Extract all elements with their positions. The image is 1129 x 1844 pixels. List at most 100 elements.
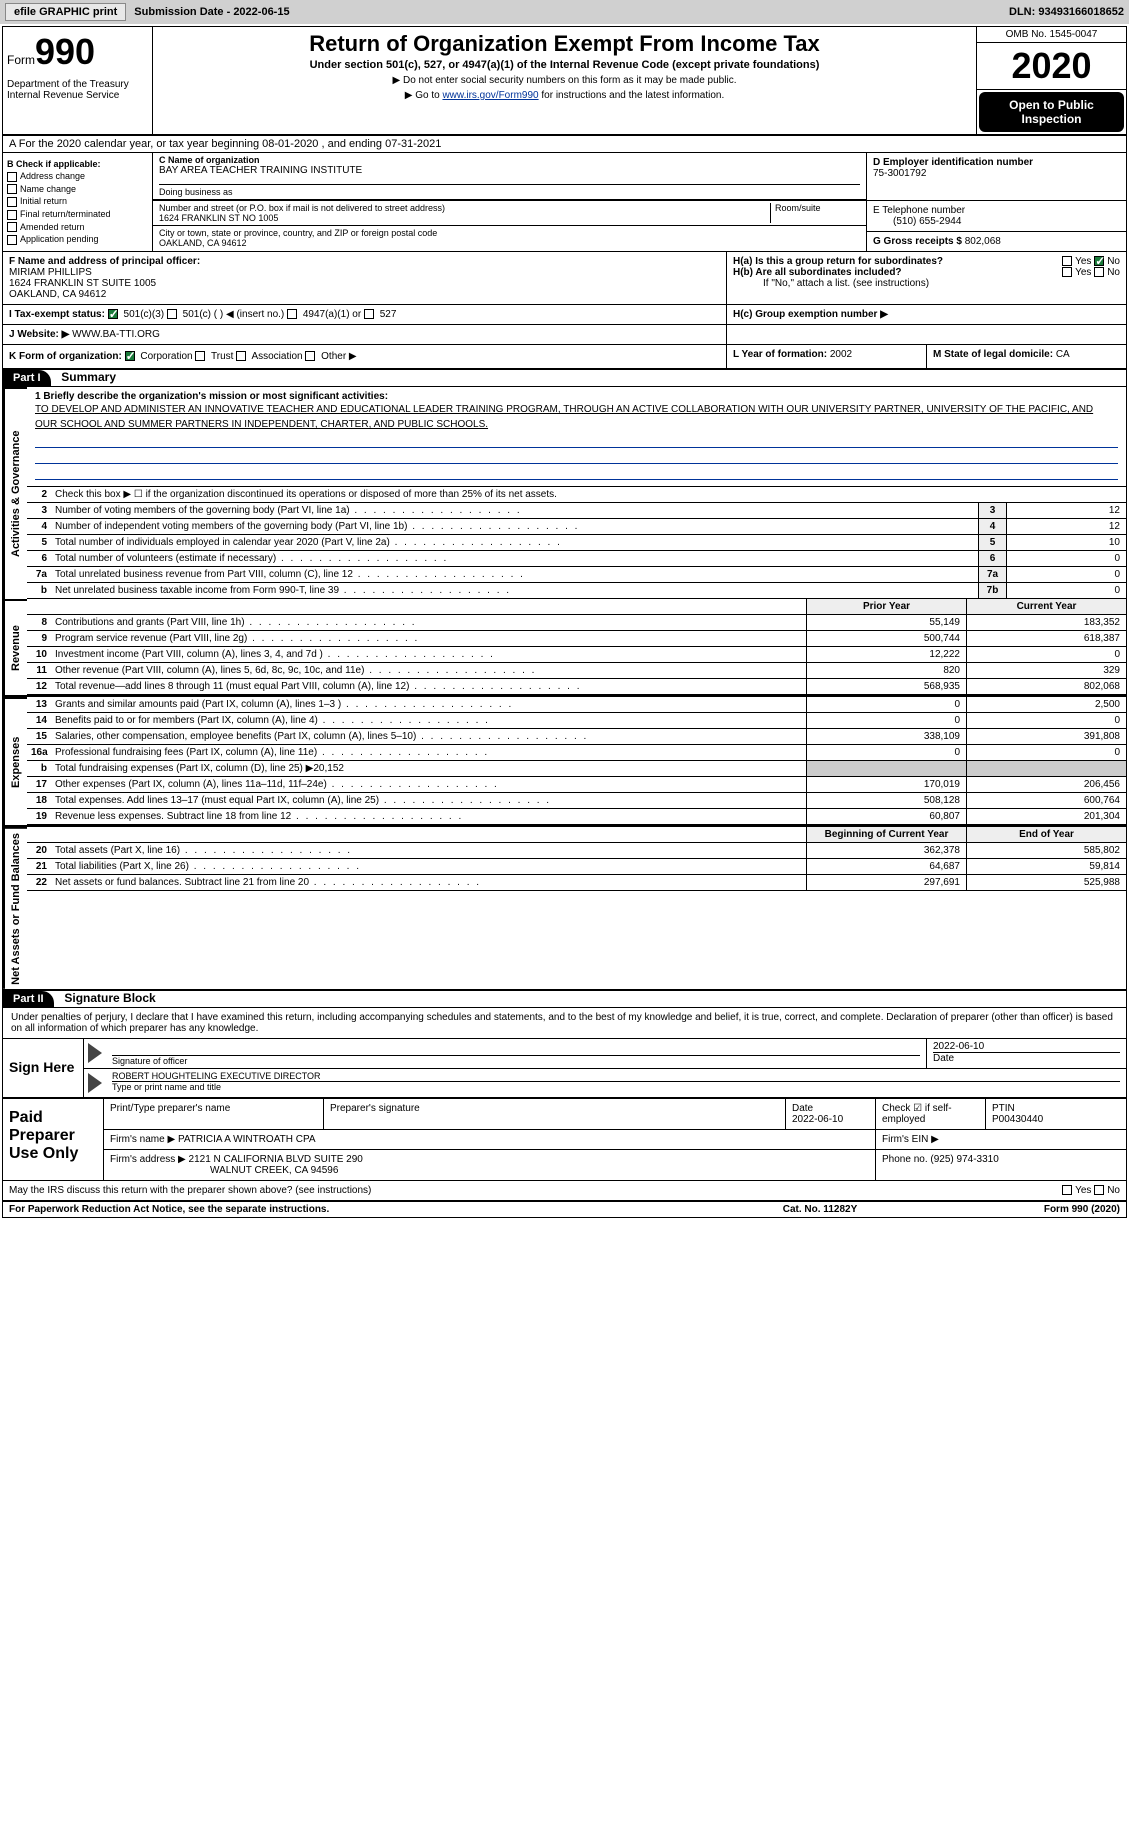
firm-addr-label: Firm's address ▶: [110, 1154, 186, 1165]
col-b-title: B Check if applicable:: [7, 159, 101, 169]
chk-501c3[interactable]: [108, 309, 118, 319]
arrow-icon: [88, 1043, 102, 1063]
hb-no[interactable]: [1094, 267, 1104, 277]
line-21: 21Total liabilities (Part X, line 26)64,…: [27, 859, 1126, 875]
footer-cat: Cat. No. 11282Y: [720, 1204, 920, 1215]
ha-no-lab: No: [1107, 256, 1120, 267]
opt-trust: Trust: [211, 351, 233, 362]
firm-addr2: WALNUT CREEK, CA 94596: [110, 1165, 338, 1176]
ein-value: 75-3001792: [873, 168, 926, 179]
line-6: 6Total number of volunteers (estimate if…: [27, 551, 1126, 567]
efile-button[interactable]: efile GRAPHIC print: [5, 3, 126, 21]
room-label: Room/suite: [775, 203, 860, 213]
street-value: 1624 FRANKLIN ST NO 1005: [159, 213, 770, 223]
line-10: 10Investment income (Part VIII, column (…: [27, 647, 1126, 663]
page-footer: For Paperwork Reduction Act Notice, see …: [3, 1202, 1126, 1217]
officer-name: MIRIAM PHILLIPS: [9, 267, 92, 278]
open-to-public: Open to Public Inspection: [979, 92, 1124, 132]
form-title: Return of Organization Exempt From Incom…: [157, 31, 972, 57]
may-discuss-row: May the IRS discuss this return with the…: [3, 1181, 1126, 1202]
form-header: Form990 Department of the Treasury Inter…: [3, 27, 1126, 136]
part2-num: Part II: [3, 991, 54, 1007]
line-3: 3Number of voting members of the governi…: [27, 503, 1126, 519]
m-label: M State of legal domicile:: [933, 349, 1053, 360]
opt-4947: 4947(a)(1) or: [303, 309, 361, 320]
form-number: 990: [35, 31, 95, 72]
chk-4947[interactable]: [287, 309, 297, 319]
ha-yes[interactable]: [1062, 256, 1072, 266]
street-label: Number and street (or P.O. box if mail i…: [159, 203, 770, 213]
col-header-rev: Prior Year Current Year: [27, 599, 1126, 615]
ptin-value: P00430440: [992, 1114, 1043, 1125]
line-14: 14Benefits paid to or for members (Part …: [27, 713, 1126, 729]
toolbar: efile GRAPHIC print Submission Date - 20…: [0, 0, 1129, 24]
may-yes-lab: Yes: [1075, 1185, 1091, 1196]
opt-name-change: Name change: [20, 184, 76, 194]
part1-header: Part I Summary: [3, 370, 1126, 387]
chk-527[interactable]: [364, 309, 374, 319]
ha-no[interactable]: [1094, 256, 1104, 266]
line-22: 22Net assets or fund balances. Subtract …: [27, 875, 1126, 891]
name-label: C Name of organization: [159, 155, 860, 165]
entity-block: B Check if applicable: Address change Na…: [3, 153, 1126, 252]
chk-final-return[interactable]: [7, 210, 17, 220]
website-row: J Website: ▶ WWW.BA-TTI.ORG: [3, 325, 1126, 345]
chk-initial-return[interactable]: [7, 197, 17, 207]
hb-yes[interactable]: [1062, 267, 1072, 277]
line-9: 9Program service revenue (Part VIII, lin…: [27, 631, 1126, 647]
web-value: WWW.BA-TTI.ORG: [72, 329, 160, 340]
prep-sig-label: Preparer's signature: [324, 1099, 786, 1129]
chk-501c[interactable]: [167, 309, 177, 319]
prep-name-label: Print/Type preparer's name: [104, 1099, 324, 1129]
line-13: 13Grants and similar amounts paid (Part …: [27, 697, 1126, 713]
city-label: City or town, state or province, country…: [159, 228, 860, 238]
line-16a: 16aProfessional fundraising fees (Part I…: [27, 745, 1126, 761]
chk-other[interactable]: [305, 351, 315, 361]
footer-form: Form 990 (2020): [920, 1204, 1120, 1215]
opt-amended: Amended return: [20, 222, 85, 232]
part1-title: Summary: [53, 370, 116, 384]
chk-amended[interactable]: [7, 222, 17, 232]
row-a-tax-year: A For the 2020 calendar year, or tax yea…: [3, 136, 1126, 153]
line-11: 11Other revenue (Part VIII, column (A), …: [27, 663, 1126, 679]
opt-other: Other ▶: [321, 351, 356, 362]
hb-yes-lab: Yes: [1075, 267, 1091, 278]
firm-addr1: 2121 N CALIFORNIA BLVD SUITE 290: [189, 1154, 363, 1165]
hdr-prior-year: Prior Year: [806, 599, 966, 614]
h-b-label: H(b) Are all subordinates included?: [733, 267, 902, 278]
line-b: bTotal fundraising expenses (Part IX, co…: [27, 761, 1126, 777]
firm-name: PATRICIA A WINTROATH CPA: [178, 1134, 316, 1145]
irs-link[interactable]: www.irs.gov/Form990: [442, 90, 538, 101]
opt-corp: Corporation: [140, 351, 192, 362]
firm-name-label: Firm's name ▶: [110, 1134, 175, 1145]
tab-revenue: Revenue: [3, 599, 27, 695]
line-2: 2Check this box ▶ ☐ if the organization …: [27, 487, 1126, 503]
line-4: 4Number of independent voting members of…: [27, 519, 1126, 535]
chk-name-change[interactable]: [7, 184, 17, 194]
may-no[interactable]: [1094, 1185, 1104, 1195]
opt-final-return: Final return/terminated: [20, 209, 111, 219]
ha-yes-lab: Yes: [1075, 256, 1091, 267]
may-no-lab: No: [1107, 1185, 1120, 1196]
tax-year: 2020: [977, 43, 1126, 90]
chk-address-change[interactable]: [7, 172, 17, 182]
signature-intro: Under penalties of perjury, I declare th…: [3, 1008, 1126, 1039]
part1-num: Part I: [3, 370, 51, 386]
sign-here-block: Sign Here Signature of officer 2022-06-1…: [3, 1039, 1126, 1099]
chk-assoc[interactable]: [236, 351, 246, 361]
chk-corp[interactable]: [125, 351, 135, 361]
m-value: CA: [1056, 349, 1070, 360]
form-instructions-link: ▶ Go to www.irs.gov/Form990 for instruct…: [157, 90, 972, 101]
omb-number: OMB No. 1545-0047: [977, 27, 1126, 43]
sig-intro-text: Under penalties of perjury, I declare th…: [11, 1012, 1113, 1034]
line-15: 15Salaries, other compensation, employee…: [27, 729, 1126, 745]
chk-app-pending[interactable]: [7, 235, 17, 245]
chk-trust[interactable]: [195, 351, 205, 361]
sig-date: 2022-06-10: [933, 1041, 984, 1052]
self-emp-label: Check ☑ if self-employed: [876, 1099, 986, 1129]
may-yes[interactable]: [1062, 1185, 1072, 1195]
tab-net-assets: Net Assets or Fund Balances: [3, 827, 27, 989]
col-b-checkboxes: B Check if applicable: Address change Na…: [3, 153, 153, 251]
firm-ein-label: Firm's EIN ▶: [876, 1130, 1126, 1149]
l-value: 2002: [830, 349, 852, 360]
